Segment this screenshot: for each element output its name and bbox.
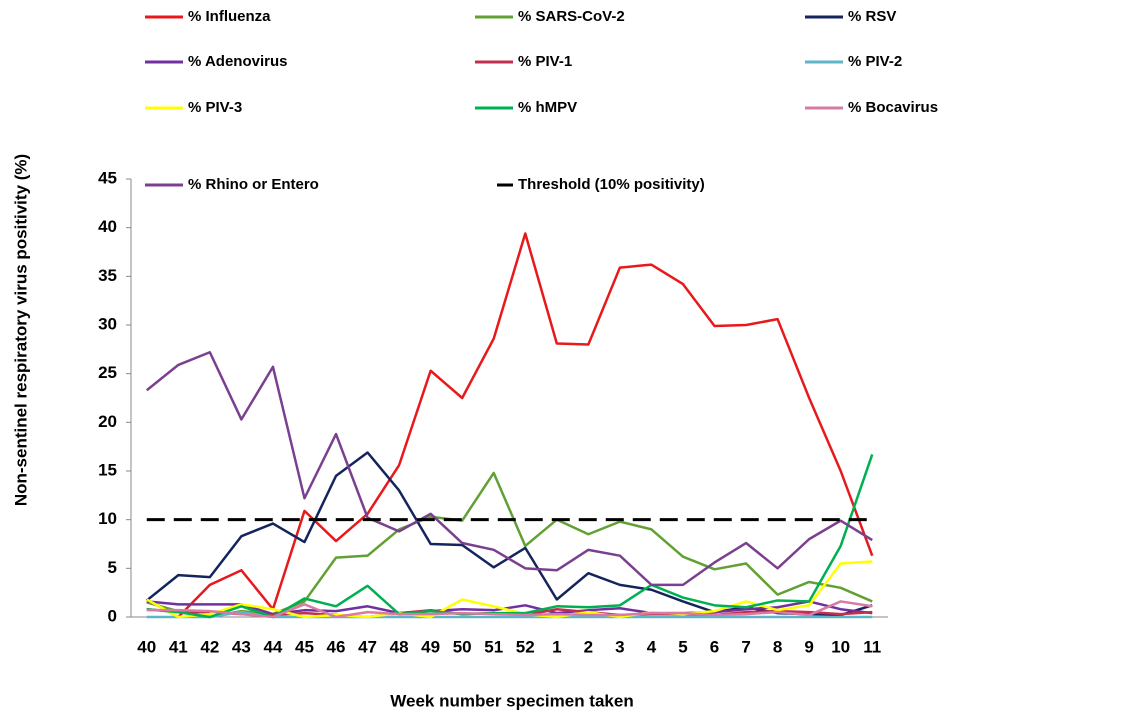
y-tick-label: 40: [98, 217, 117, 236]
legend-label: % Adenovirus: [188, 53, 287, 70]
x-tick-label: 50: [453, 637, 472, 656]
legend-label: % RSV: [848, 8, 896, 25]
legend-label: % Bocavirus: [848, 99, 938, 116]
x-tick-label: 41: [169, 637, 188, 656]
y-tick-label: 5: [108, 558, 117, 577]
x-tick-label: 1: [552, 637, 561, 656]
x-tick-label: 2: [584, 637, 593, 656]
x-tick-label: 42: [200, 637, 219, 656]
y-tick-label: 45: [98, 168, 117, 187]
legend-label: % SARS-CoV-2: [518, 8, 625, 25]
series-line: [146, 560, 873, 619]
y-tick-label: 25: [98, 363, 117, 382]
legend-label: % Influenza: [188, 8, 271, 25]
x-tick-label: 9: [804, 637, 813, 656]
x-tick-label: 43: [232, 637, 251, 656]
series-line: [146, 454, 874, 619]
x-tick-label: 10: [831, 637, 850, 656]
y-axis-title: Non-sentinel respiratory virus positivit…: [11, 154, 30, 506]
legend-label: % PIV-3: [188, 99, 242, 116]
legend-label: % PIV-1: [518, 53, 572, 70]
x-tick-label: 11: [863, 637, 881, 656]
legend-label: % PIV-2: [848, 53, 902, 70]
x-tick-label: 51: [484, 637, 503, 656]
x-tick-label: 52: [516, 637, 535, 656]
y-tick-label: 35: [98, 266, 117, 285]
x-tick-label: 3: [615, 637, 624, 656]
legend-label: % hMPV: [518, 99, 577, 116]
series-line: [145, 451, 873, 617]
series-line: [146, 232, 874, 619]
y-tick-label: 30: [98, 314, 117, 333]
x-tick-label: 47: [358, 637, 377, 656]
legend-label: % Rhino or Entero: [188, 176, 319, 193]
series-line: [145, 351, 873, 587]
x-tick-label: 5: [678, 637, 687, 656]
series-line: [146, 600, 873, 616]
x-tick-label: 6: [710, 637, 719, 656]
x-tick-label: 4: [647, 637, 657, 656]
legend-label: Threshold (10% positivity): [518, 176, 705, 193]
x-tick-label: 8: [773, 637, 782, 656]
series-line: [146, 471, 873, 619]
x-tick-label: 46: [327, 637, 346, 656]
x-tick-label: 40: [137, 637, 156, 656]
x-tick-label: 45: [295, 637, 314, 656]
y-tick-label: 20: [98, 412, 117, 431]
x-tick-label: 44: [263, 637, 282, 656]
y-tick-label: 0: [108, 606, 117, 625]
x-tick-label: 7: [741, 637, 750, 656]
x-tick-label: 48: [390, 637, 409, 656]
series-line: [146, 600, 873, 619]
y-tick-label: 15: [98, 460, 117, 479]
x-axis-title: Week number specimen taken: [390, 691, 633, 710]
x-tick-label: 49: [421, 637, 440, 656]
y-tick-label: 10: [98, 509, 117, 528]
